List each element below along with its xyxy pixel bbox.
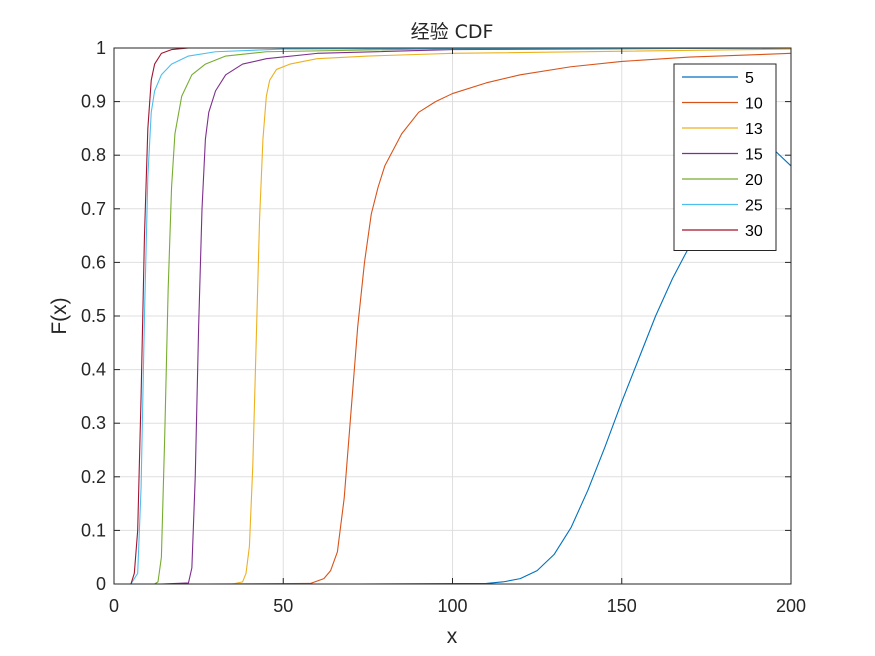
legend: 5 10 13 15 20 25 30 — [673, 63, 777, 251]
y-tick-label: 0.9 — [81, 92, 106, 112]
y-axis-label: F(x) — [48, 297, 71, 334]
y-tick-label: 0.3 — [81, 413, 106, 433]
y-tick-label: 0.6 — [81, 252, 106, 272]
legend-label-13: 13 — [745, 121, 763, 138]
series-line-25 — [130, 47, 792, 585]
legend-label-10: 10 — [745, 96, 763, 113]
series-line-10 — [204, 52, 792, 585]
y-tick-label: 0 — [96, 574, 106, 594]
x-tick-label: 150 — [607, 596, 637, 616]
y-tick-label: 0.4 — [81, 360, 106, 380]
ticks: 0 50 100 150 200 0 0.1 0.2 0.3 0.4 0.5 0.6 0.7 0.8 0.9… — [81, 38, 806, 616]
legend-label-5: 5 — [745, 70, 754, 87]
y-tick-label: 0.2 — [81, 467, 106, 487]
series-line-13 — [231, 48, 792, 585]
series-line-30 — [130, 47, 318, 585]
legend-box — [673, 63, 777, 251]
x-axis-label: x — [447, 625, 458, 648]
y-tick-label: 0.8 — [81, 145, 106, 165]
x-tick-label: 200 — [776, 596, 806, 616]
legend-label-25: 25 — [745, 198, 763, 215]
legend-label-15: 15 — [745, 147, 763, 164]
x-tick-label: 50 — [273, 596, 293, 616]
series-line-20 — [154, 47, 792, 585]
chart-title: 经验 CDF — [411, 21, 494, 43]
y-tick-label: 0.7 — [81, 199, 106, 219]
series-line-15 — [160, 47, 792, 585]
x-tick-label: 100 — [437, 596, 467, 616]
y-tick-label: 0.1 — [81, 520, 106, 540]
x-tick-label: 0 — [109, 596, 119, 616]
legend-label-20: 20 — [745, 172, 763, 189]
y-tick-label: 0.5 — [81, 306, 106, 326]
y-tick-label: 1 — [96, 38, 106, 58]
legend-label-30: 30 — [745, 223, 763, 240]
